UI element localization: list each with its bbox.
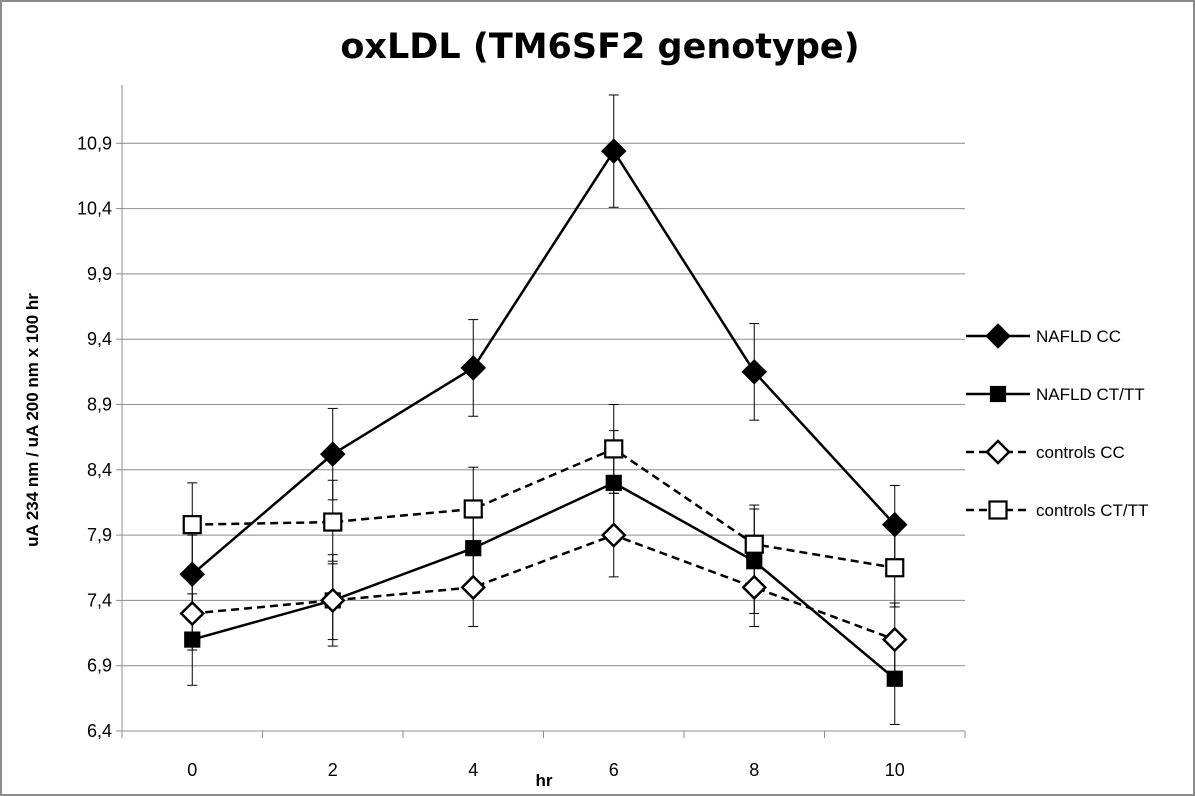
data-point (460, 574, 487, 601)
y-tick-label: 8,9 (87, 395, 112, 415)
data-point (600, 522, 627, 548)
data-point (744, 534, 764, 554)
legend-swatch-marker (989, 385, 1007, 403)
data-point (886, 670, 903, 687)
data-point (885, 558, 905, 578)
y-tick-labels: 6,4 6,9 7,4 7,9 8,4 8,9 9,4 9,9 10,4 10,9 (77, 133, 112, 741)
y-tick-label: 9,9 (87, 264, 112, 284)
legend-label: controls CC (1036, 443, 1125, 462)
data-point (182, 515, 202, 535)
data-point (741, 359, 768, 385)
y-axis-title: uA 234 nm / uA 200 nm x 100 hr (23, 293, 42, 547)
data-point (463, 499, 483, 519)
data-point (319, 441, 346, 467)
y-tick-label: 9,4 (87, 329, 112, 349)
x-tick-label: 4 (468, 760, 478, 780)
series-line (191, 481, 896, 680)
x-tick-label: 8 (749, 760, 759, 780)
data-point (746, 553, 763, 570)
data-point (741, 574, 768, 601)
legend-swatch-marker (985, 323, 1011, 349)
series-lines (191, 149, 896, 680)
data-point (881, 626, 908, 653)
legend-swatch-marker (985, 439, 1011, 465)
data-points (179, 138, 908, 687)
y-tick-label: 8,4 (87, 460, 112, 480)
x-axis-title: hr (536, 771, 553, 790)
data-point (465, 540, 482, 557)
data-point (460, 355, 487, 381)
x-tick-label: 0 (187, 760, 197, 780)
legend-label: controls CT/TT (1036, 501, 1148, 520)
y-tick-label: 6,9 (87, 656, 112, 676)
x-tick-label: 2 (328, 760, 338, 780)
data-point (604, 439, 624, 459)
data-point (605, 474, 622, 491)
legend-label: NAFLD CT/TT (1036, 385, 1145, 404)
data-point (179, 600, 206, 627)
legend-swatch-marker (988, 500, 1008, 520)
series-line (192, 533, 896, 641)
axes (116, 85, 966, 738)
legend: NAFLD CC NAFLD CT/TT controls CC controls C… (966, 323, 1148, 520)
gridlines (122, 142, 965, 732)
data-point (179, 561, 206, 588)
error-bars (187, 94, 900, 725)
chart-title: oxLDL (TM6SF2 genotype) (340, 27, 859, 67)
series-line (192, 447, 895, 569)
x-tick-labels: 0 2 4 6 8 10 (187, 760, 905, 780)
y-tick-label: 10,4 (77, 199, 112, 219)
data-point (600, 138, 627, 164)
y-tick-label: 6,4 (87, 721, 112, 741)
data-point (323, 512, 343, 532)
data-point (881, 511, 908, 538)
y-tick-label: 10,9 (77, 133, 112, 153)
x-tick-label: 10 (885, 760, 905, 780)
legend-label: NAFLD CC (1036, 327, 1121, 346)
data-point (319, 587, 346, 614)
series-line (191, 149, 896, 576)
data-point (184, 631, 201, 648)
y-tick-label: 7,4 (87, 590, 112, 610)
y-tick-label: 7,9 (87, 525, 112, 545)
x-tick-label: 6 (609, 760, 619, 780)
